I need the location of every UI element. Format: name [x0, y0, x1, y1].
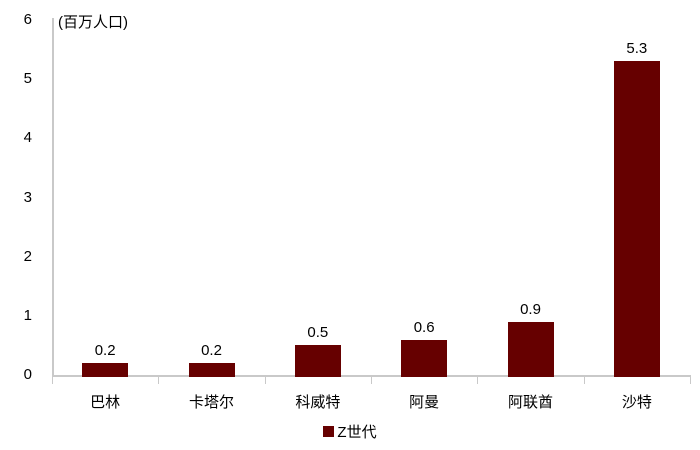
x-axis-category-label: 卡塔尔: [188, 394, 234, 411]
bar-value-label: 0.2: [94, 342, 116, 360]
y-axis-tick-label: 5: [23, 70, 32, 88]
x-axis-category-label: 阿曼: [409, 394, 440, 411]
bar-value-label: 5.3: [626, 40, 648, 58]
bar-科威特: [294, 345, 341, 377]
x-axis-tick: [52, 375, 53, 384]
x-axis-category-label: 沙特: [621, 394, 652, 411]
bar-value-label: 0.2: [201, 342, 222, 360]
y-axis-line: [52, 18, 54, 377]
bar-value-label: 0.6: [413, 318, 435, 336]
x-axis-category-label: 阿联酋: [507, 394, 553, 411]
x-axis-tick: [158, 375, 159, 384]
y-axis-tick-label: 6: [23, 11, 32, 28]
bar-沙特: [613, 61, 660, 377]
y-axis-tick-label: 3: [23, 188, 32, 206]
legend: Z世代: [0, 421, 700, 442]
y-axis-unit-label: (百万人口): [58, 14, 128, 31]
x-axis-tick: [690, 375, 691, 384]
x-axis-tick: [371, 375, 372, 384]
bar-卡塔尔: [188, 363, 235, 377]
x-axis-tick: [265, 375, 266, 384]
legend-swatch: [323, 426, 335, 437]
bar-value-label: 0.5: [307, 324, 329, 342]
y-axis-tick-label: 0: [23, 366, 32, 383]
x-axis-tick: [477, 375, 478, 384]
y-axis-tick-label: 2: [23, 247, 32, 265]
y-axis-tick-label: 4: [23, 129, 32, 147]
x-axis-category-label: 科威特: [295, 394, 341, 411]
bar-阿联酋: [507, 321, 554, 377]
bar-阿曼: [401, 339, 448, 377]
bar-巴林: [82, 363, 129, 377]
bar-value-label: 0.9: [520, 300, 541, 318]
y-axis-tick-label: 1: [23, 306, 32, 324]
x-axis-tick: [584, 375, 585, 384]
x-axis-category-label: 巴林: [90, 394, 121, 411]
legend-label: Z世代: [337, 424, 377, 441]
